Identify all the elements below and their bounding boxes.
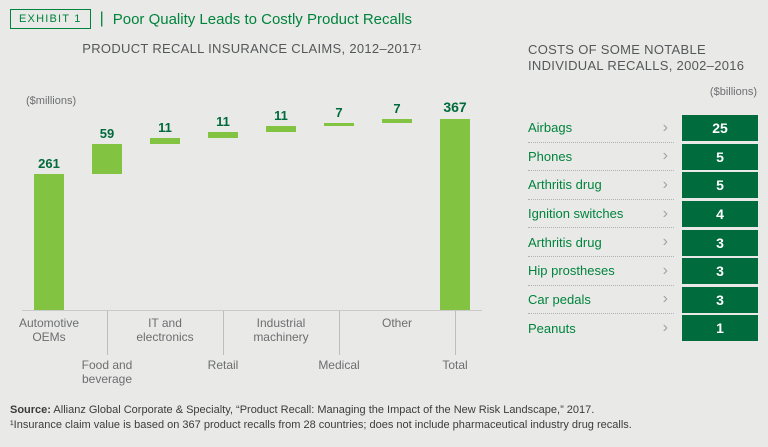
category-label: Total: [442, 358, 468, 372]
recall-row-left: Phones ›: [528, 143, 674, 172]
bar-value-label: 59: [99, 125, 115, 141]
recall-row-left: Hip prostheses ›: [528, 257, 674, 286]
category-label: IT and electronics: [136, 316, 194, 345]
connector-line: [223, 311, 224, 355]
chevron-right-icon: ›: [662, 175, 668, 193]
recall-row: Peanuts › 1: [528, 314, 758, 343]
exhibit-separator: |: [99, 10, 104, 27]
x-axis-line: [22, 310, 482, 311]
connector-line: [339, 311, 340, 355]
exhibit-title: Poor Quality Leads to Costly Product Rec…: [112, 10, 413, 28]
recall-label: Car pedals: [528, 291, 591, 307]
recall-label: Phones: [528, 148, 573, 164]
footnote: ¹Insurance claim value is based on 367 p…: [10, 419, 632, 432]
recall-row-left: Airbags ›: [528, 114, 674, 143]
bar-value-label: 11: [158, 119, 172, 135]
chart-unit-label: ($millions): [26, 95, 77, 107]
recalls-panel-title: COSTS OF SOME NOTABLE INDIVIDUAL RECALLS…: [528, 42, 744, 75]
category-label: Retail: [207, 358, 239, 372]
category-label: Medical: [318, 358, 360, 372]
bar-value-label: 7: [393, 101, 401, 117]
waterfall-bar-food-and-beverage: [92, 143, 122, 175]
recall-row: Phones › 5: [528, 143, 758, 172]
recall-label: Arthritis drug: [528, 234, 602, 250]
source-text: Allianz Global Corporate & Specialty, “P…: [50, 404, 595, 416]
recall-row: Car pedals › 3: [528, 286, 758, 315]
recall-row-left: Arthritis drug ›: [528, 228, 674, 257]
recall-value-box: 5: [682, 143, 758, 170]
waterfall-plot: 261 Automotive OEMs 59 Food and beverage 11 I…: [19, 100, 484, 397]
recall-value-box: 5: [682, 172, 758, 199]
chevron-right-icon: ›: [662, 319, 668, 337]
category-label: Industrial machinery: [253, 316, 309, 345]
recall-label: Hip prostheses: [528, 263, 615, 279]
source-label: Source:: [10, 404, 51, 416]
recall-row-left: Peanuts ›: [528, 314, 674, 343]
recalls-unit-label: ($billions): [709, 86, 757, 98]
connector-line: [107, 311, 108, 355]
recall-label: Peanuts: [528, 320, 576, 336]
recall-value-box: 3: [682, 229, 758, 256]
waterfall-bar-other: [382, 119, 412, 123]
recall-row: Arthritis drug › 3: [528, 228, 758, 257]
recall-row-left: Arthritis drug ›: [528, 171, 674, 200]
recall-label: Arthritis drug: [528, 177, 602, 193]
waterfall-bar-retail: [208, 132, 238, 138]
connector-line: [455, 311, 456, 355]
waterfall-bar-total: [440, 119, 470, 310]
exhibit-tag: Exhibit 1: [10, 9, 91, 29]
recall-row-left: Car pedals ›: [528, 286, 674, 315]
chevron-right-icon: ›: [662, 118, 668, 136]
bar-value-label: 367: [443, 99, 467, 116]
recall-value-box: 1: [682, 315, 758, 342]
recall-row-left: Ignition switches ›: [528, 200, 674, 229]
category-label: Food and beverage: [81, 358, 133, 387]
chart-title: PRODUCT RECALL INSURANCE CLAIMS, 2012–20…: [82, 41, 422, 56]
chevron-right-icon: ›: [662, 204, 668, 222]
chevron-right-icon: ›: [662, 290, 668, 308]
waterfall-bar-automotive-oems: [34, 174, 64, 310]
footer: Source: Allianz Global Corporate & Speci…: [10, 403, 762, 434]
category-label: Automotive OEMs: [18, 316, 80, 345]
bar-value-label: 7: [335, 104, 343, 120]
recalls-title-line2: INDIVIDUAL RECALLS, 2002–2016: [528, 58, 745, 74]
recall-value-box: 25: [682, 115, 758, 142]
bar-value-label: 11: [274, 108, 288, 124]
chevron-right-icon: ›: [662, 261, 668, 279]
recall-label: Airbags: [528, 120, 573, 136]
waterfall-bar-industrial-machinery: [266, 126, 296, 133]
recalls-title-line1: COSTS OF SOME NOTABLE: [528, 42, 706, 57]
recalls-table: Airbags › 25 Phones › 5 Arthritis drug › 5 Igniti…: [528, 114, 758, 343]
source-line: Source: Allianz Global Corporate & Speci…: [10, 403, 762, 418]
bar-value-label: 11: [216, 114, 230, 130]
recall-row: Ignition switches › 4: [528, 200, 758, 229]
waterfall-bar-medical: [324, 122, 354, 127]
recall-label: Ignition switches: [528, 206, 624, 222]
recall-row: Hip prostheses › 3: [528, 257, 758, 286]
recall-value-box: 4: [682, 201, 758, 228]
bar-value-label: 261: [38, 156, 60, 172]
exhibit-header: Exhibit 1 | Poor Quality Leads to Costly…: [10, 9, 412, 29]
recall-row: Arthritis drug › 5: [528, 171, 758, 200]
waterfall-bar-it-and-electronics: [150, 137, 180, 144]
recall-value-box: 3: [682, 286, 758, 313]
recall-row: Airbags › 25: [528, 114, 758, 143]
chevron-right-icon: ›: [662, 233, 668, 251]
category-label: Other: [381, 316, 412, 330]
chevron-right-icon: ›: [662, 147, 668, 165]
recall-value-box: 3: [682, 258, 758, 285]
